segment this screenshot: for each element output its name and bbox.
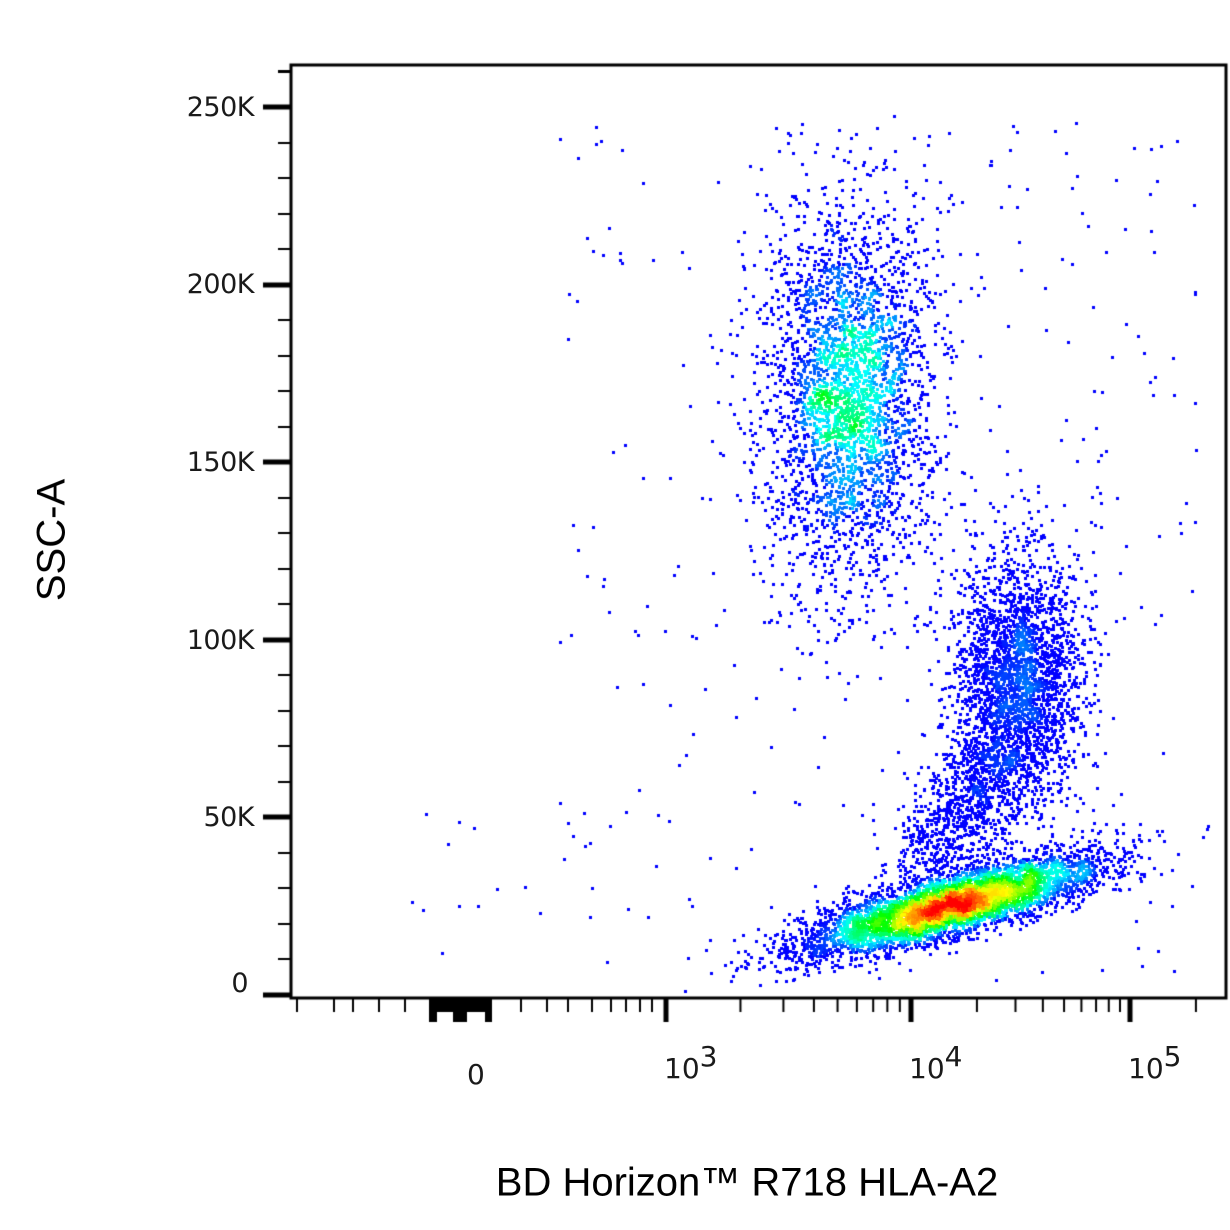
y-tick-label-100k: 100K: [186, 625, 255, 656]
y-tick-label-0: 0: [231, 968, 248, 999]
y-tick-label-250k: 250K: [186, 92, 255, 123]
x-tick-label-1e4: 104: [909, 1040, 963, 1085]
y-tick-label-200k: 200K: [186, 269, 255, 300]
x-tick-label-1e5: 105: [1128, 1040, 1182, 1085]
x-tick-label-0: 0: [467, 1058, 485, 1091]
y-tick-label-50k: 50K: [203, 802, 254, 833]
x-axis-title: BD Horizon™ R718 HLA-A2: [495, 1160, 999, 1205]
y-tick-label-150k: 150K: [186, 447, 255, 478]
y-axis-title: SSC-A: [29, 478, 74, 602]
x-tick-label-1e3: 103: [664, 1040, 718, 1085]
